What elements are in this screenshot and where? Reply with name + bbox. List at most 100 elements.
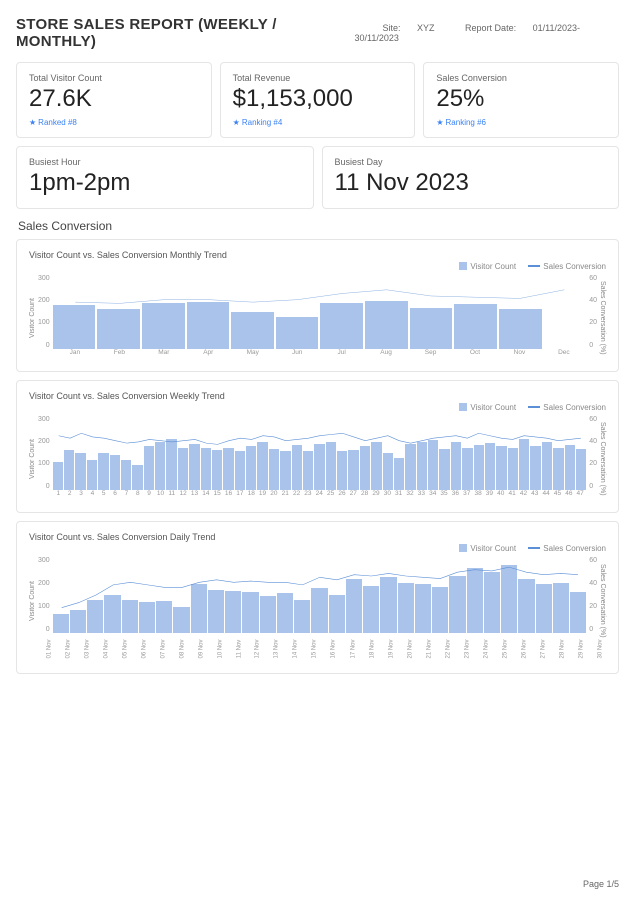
x-label: 21 bbox=[280, 490, 291, 504]
kpi-value: 27.6K bbox=[29, 85, 199, 114]
chart-title: Visitor Count vs. Sales Conversion Daily… bbox=[29, 532, 606, 542]
legend-bar-icon bbox=[459, 544, 467, 552]
star-icon: ★ bbox=[233, 118, 240, 127]
x-label: Jul bbox=[319, 349, 363, 363]
chart-title: Visitor Count vs. Sales Conversion Weekl… bbox=[29, 391, 606, 401]
x-label: 4 bbox=[87, 490, 98, 504]
x-label: 22 bbox=[291, 490, 302, 504]
x-label: 26 bbox=[336, 490, 347, 504]
x-label: 23 bbox=[302, 490, 313, 504]
x-label: Jan bbox=[53, 349, 97, 363]
kpi-rank: ★Ranking #6 bbox=[436, 118, 606, 127]
page-title: STORE SALES REPORT (WEEKLY / MONTHLY) bbox=[16, 16, 354, 50]
chart-body: Visitor Count 3002001000 123456789101112… bbox=[29, 414, 606, 504]
kpi-busiest-hour: Busiest Hour 1pm-2pm bbox=[16, 146, 314, 209]
x-label: Feb bbox=[97, 349, 141, 363]
x-label: 34 bbox=[427, 490, 438, 504]
kpi-row-1: Total Visitor Count 27.6K ★Ranked #8 Tot… bbox=[16, 62, 619, 138]
x-label: 14 bbox=[200, 490, 211, 504]
x-label: 38 bbox=[472, 490, 483, 504]
legend-bar-icon bbox=[459, 403, 467, 411]
x-label: 20 bbox=[268, 490, 279, 504]
x-label: 13 bbox=[189, 490, 200, 504]
kpi-label: Busiest Hour bbox=[29, 157, 301, 167]
chart-legend: Visitor Count Sales Conversion bbox=[29, 403, 606, 412]
x-label: 3 bbox=[75, 490, 86, 504]
x-label: 30 Nov bbox=[597, 639, 629, 658]
x-label: 45 bbox=[552, 490, 563, 504]
kpi-value: 25% bbox=[436, 85, 606, 114]
kpi-label: Total Visitor Count bbox=[29, 73, 199, 83]
x-label: 32 bbox=[404, 490, 415, 504]
plot-area: 01 Nov02 Nov03 Nov04 Nov05 Nov06 Nov07 N… bbox=[53, 555, 587, 647]
page-footer: Page 1/5 bbox=[583, 879, 619, 889]
y-left-label: Visitor Count bbox=[29, 581, 36, 621]
x-label: Mar bbox=[142, 349, 186, 363]
y-right-label: Sales Conversation (%) bbox=[599, 564, 606, 638]
line-overlay bbox=[53, 416, 587, 490]
legend-bar-icon bbox=[459, 262, 467, 270]
line-overlay bbox=[53, 275, 587, 349]
x-label: 44 bbox=[540, 490, 551, 504]
x-label: 1 bbox=[53, 490, 64, 504]
chart-body: Visitor Count 3002001000 JanFebMarAprMay… bbox=[29, 273, 606, 363]
chart-monthly: Visitor Count vs. Sales Conversion Month… bbox=[16, 239, 619, 372]
x-labels: 1234567891011121314151617181920212223242… bbox=[53, 490, 587, 504]
x-label: Nov bbox=[497, 349, 541, 363]
x-label: 11 bbox=[166, 490, 177, 504]
x-label: 25 bbox=[325, 490, 336, 504]
y-left-label: Visitor Count bbox=[29, 298, 36, 338]
x-label: Apr bbox=[186, 349, 230, 363]
chart-weekly: Visitor Count vs. Sales Conversion Weekl… bbox=[16, 380, 619, 513]
x-label: 27 bbox=[348, 490, 359, 504]
x-label: 29 bbox=[370, 490, 381, 504]
x-label: 37 bbox=[461, 490, 472, 504]
line-overlay bbox=[53, 557, 587, 633]
star-icon: ★ bbox=[436, 118, 443, 127]
legend-line-icon bbox=[528, 547, 540, 549]
x-label: 24 bbox=[314, 490, 325, 504]
x-label: 35 bbox=[438, 490, 449, 504]
y-right-label: Sales Conversation (%) bbox=[599, 281, 606, 355]
x-label: 39 bbox=[484, 490, 495, 504]
x-label: Aug bbox=[364, 349, 408, 363]
kpi-label: Sales Conversion bbox=[436, 73, 606, 83]
kpi-rank: ★Ranking #4 bbox=[233, 118, 403, 127]
report-meta: Site: XYZ Report Date: 01/11/2023-30/11/… bbox=[354, 23, 619, 43]
x-label: 47 bbox=[575, 490, 586, 504]
kpi-value: $1,153,000 bbox=[233, 85, 403, 114]
chart-body: Visitor Count 3002001000 01 Nov02 Nov03 … bbox=[29, 555, 606, 665]
kpi-busiest-day: Busiest Day 11 Nov 2023 bbox=[322, 146, 620, 209]
y-right-label: Sales Conversation (%) bbox=[599, 422, 606, 496]
y-left-ticks: 3002001000 bbox=[38, 555, 53, 647]
kpi-label: Busiest Day bbox=[335, 157, 607, 167]
plot-area: 1234567891011121314151617181920212223242… bbox=[53, 414, 587, 504]
x-label: 36 bbox=[450, 490, 461, 504]
plot-area: JanFebMarAprMayJunJulAugSepOctNovDec bbox=[53, 273, 587, 363]
x-label: 33 bbox=[416, 490, 427, 504]
x-label: 42 bbox=[518, 490, 529, 504]
x-label: 2 bbox=[64, 490, 75, 504]
kpi-row-2: Busiest Hour 1pm-2pm Busiest Day 11 Nov … bbox=[16, 146, 619, 209]
chart-legend: Visitor Count Sales Conversion bbox=[29, 544, 606, 553]
x-label: 15 bbox=[212, 490, 223, 504]
x-label: 12 bbox=[177, 490, 188, 504]
x-label: 19 bbox=[257, 490, 268, 504]
x-label: 43 bbox=[529, 490, 540, 504]
x-label: 28 bbox=[359, 490, 370, 504]
chart-daily: Visitor Count vs. Sales Conversion Daily… bbox=[16, 521, 619, 674]
star-icon: ★ bbox=[29, 118, 36, 127]
x-label: 18 bbox=[246, 490, 257, 504]
chart-title: Visitor Count vs. Sales Conversion Month… bbox=[29, 250, 606, 260]
x-label: 8 bbox=[132, 490, 143, 504]
x-label: Sep bbox=[408, 349, 452, 363]
x-label: 6 bbox=[109, 490, 120, 504]
x-label: 31 bbox=[393, 490, 404, 504]
x-label: Jun bbox=[275, 349, 319, 363]
kpi-visitor-count: Total Visitor Count 27.6K ★Ranked #8 bbox=[16, 62, 212, 138]
x-label: 41 bbox=[506, 490, 517, 504]
x-label: 7 bbox=[121, 490, 132, 504]
section-title: Sales Conversion bbox=[18, 219, 619, 233]
x-label: Dec bbox=[542, 349, 586, 363]
y-right-ticks: 6040200 bbox=[586, 414, 597, 504]
